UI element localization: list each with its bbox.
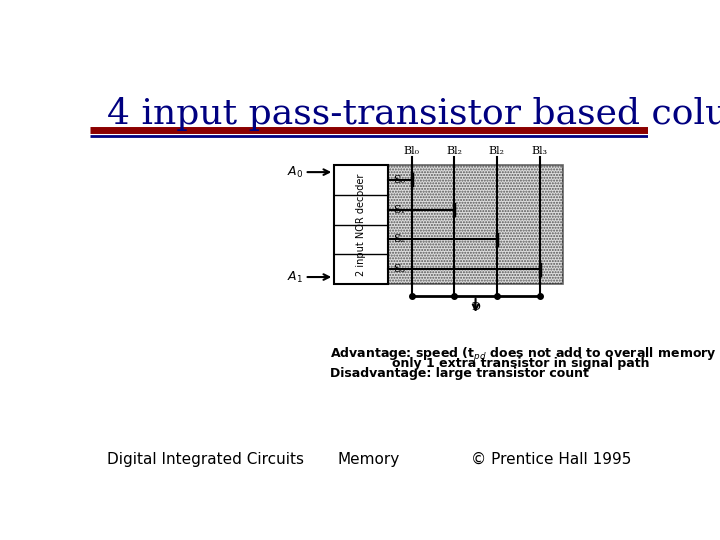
Text: Bl₀: Bl₀ — [404, 146, 420, 156]
Text: 4 input pass-transistor based column decoder: 4 input pass-transistor based column dec… — [107, 97, 720, 131]
Text: Bl₂: Bl₂ — [489, 146, 505, 156]
Text: S₂: S₂ — [393, 234, 405, 245]
Text: 2 input NOR decoder: 2 input NOR decoder — [356, 173, 366, 276]
Text: S₀: S₀ — [393, 175, 405, 185]
Text: Disadvantage: large transistor count: Disadvantage: large transistor count — [330, 367, 589, 380]
Text: D: D — [471, 302, 480, 312]
Bar — [388, 165, 563, 284]
Text: Advantage: speed (t$_{pd}$ does not add to overall memory access time): Advantage: speed (t$_{pd}$ does not add … — [330, 346, 720, 364]
Text: © Prentice Hall 1995: © Prentice Hall 1995 — [471, 452, 631, 467]
Text: S₁: S₁ — [393, 205, 405, 215]
Text: Memory: Memory — [338, 452, 400, 467]
Text: $A_0$: $A_0$ — [287, 165, 303, 180]
Text: Bl₃: Bl₃ — [531, 146, 548, 156]
Bar — [334, 165, 388, 284]
Text: S₃: S₃ — [393, 265, 405, 274]
Text: Digital Integrated Circuits: Digital Integrated Circuits — [107, 452, 304, 467]
Text: Bl₂: Bl₂ — [446, 146, 462, 156]
Text: only 1 extra transistor in signal path: only 1 extra transistor in signal path — [392, 356, 649, 369]
Text: $A_1$: $A_1$ — [287, 269, 303, 285]
